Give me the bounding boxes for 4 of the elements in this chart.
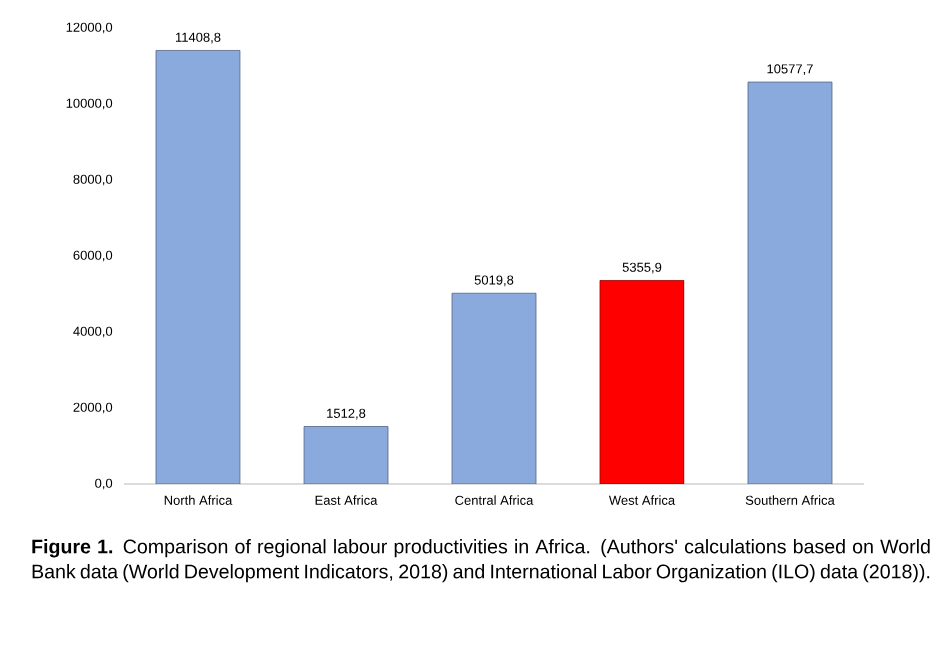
bar bbox=[599, 280, 685, 484]
text: Figure 1. Comparison of regional labour productivities in Africa. (Authors' calculations based on World Bank data (World Development Indicators, 2018) and International Labor Organization (ILO) data (2018)). bbox=[32, 539, 930, 583]
bar bbox=[303, 426, 389, 484]
bar bbox=[747, 81, 833, 484]
